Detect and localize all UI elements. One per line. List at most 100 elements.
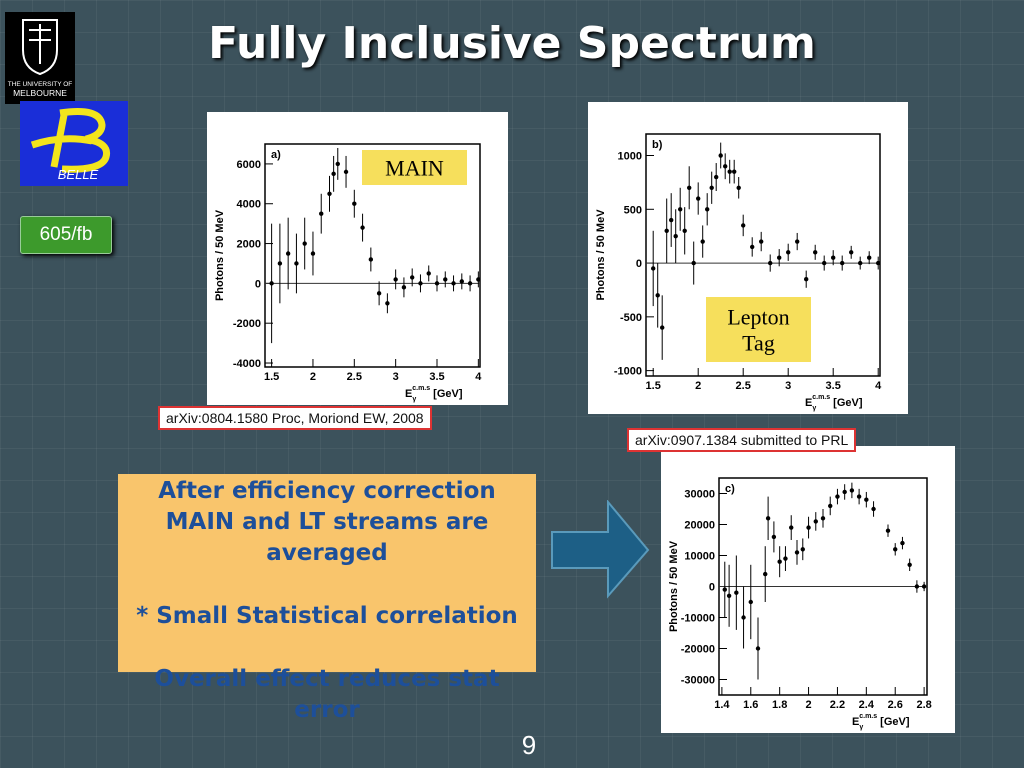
data-point xyxy=(741,223,746,228)
x-tick-label: 2 xyxy=(805,699,811,711)
caption: arXiv:0804.1580 Proc, Moriond EW, 2008 xyxy=(158,406,432,430)
x-axis-label-part: γ xyxy=(812,405,816,412)
page-number: 9 xyxy=(521,730,537,760)
x-tick-label: 1.5 xyxy=(646,380,661,392)
note-line: After efficiency correction xyxy=(158,478,496,504)
y-axis-label: Photons / 50 MeV xyxy=(595,209,607,301)
data-point xyxy=(867,255,872,260)
y-tick-label: 0 xyxy=(255,278,261,290)
note-box: After efficiency correction MAIN and LT … xyxy=(118,474,536,723)
data-point xyxy=(822,260,827,266)
data-point xyxy=(343,169,349,175)
data-point xyxy=(467,281,473,286)
data-point xyxy=(828,503,833,509)
data-point xyxy=(294,261,299,266)
data-point xyxy=(871,506,876,512)
plot: -1000 -500 0 500 1000 1.5 2 2.5 3 3.5 4 b) Photons /… xyxy=(595,133,882,412)
data-point xyxy=(678,207,683,212)
x-axis-label-part: [GeV] xyxy=(833,397,863,409)
tag-box xyxy=(706,297,811,362)
logo-text: BELLE xyxy=(58,167,99,182)
x-tick-label: 2.6 xyxy=(888,699,903,711)
x-tick-label: 4 xyxy=(875,380,882,392)
y-tick-label: 4000 xyxy=(237,199,261,211)
slide-title: Fully Inclusive Spectrum xyxy=(208,18,816,69)
data-point xyxy=(840,260,845,266)
plot-frame xyxy=(264,143,481,368)
y-tick-label: -500 xyxy=(620,312,642,324)
data-point xyxy=(835,494,840,499)
x-tick-label: 2.5 xyxy=(736,380,751,392)
tag-label: MAIN xyxy=(385,156,444,181)
data-point xyxy=(726,593,732,598)
data-point xyxy=(476,277,481,282)
data-point xyxy=(669,217,674,223)
data-point xyxy=(786,250,791,255)
data-point xyxy=(723,164,728,169)
data-point xyxy=(806,525,811,530)
data-point xyxy=(691,260,696,266)
data-point xyxy=(434,281,440,286)
plot-panel: -4000 -2000 0 2000 4000 6000 1.5 2 2.5 3 3.5 4 a) Pho… xyxy=(207,112,508,405)
x-tick-label: 1.5 xyxy=(264,371,279,383)
note-line: Overall effect reduces stat error xyxy=(154,666,500,723)
plot-frame xyxy=(645,133,881,377)
x-tick-label: 3 xyxy=(785,380,791,392)
x-tick-label: 3 xyxy=(393,371,399,383)
x-tick-label: 1.8 xyxy=(772,699,787,711)
x-axis-label: Eγ c.m.s [GeV] xyxy=(852,713,910,731)
data-point xyxy=(705,207,710,212)
data-point xyxy=(376,291,382,296)
x-axis-label-part: c.m.s xyxy=(412,385,430,392)
data-point xyxy=(269,281,274,286)
data-point xyxy=(310,251,316,256)
y-tick-label: 1000 xyxy=(618,151,642,163)
belle-logo: BELLE xyxy=(20,101,128,186)
x-tick-label: 3.5 xyxy=(429,371,444,383)
data-point xyxy=(696,196,701,201)
luminosity-badge: 605/fb xyxy=(20,216,112,254)
data-point xyxy=(783,556,788,561)
data-point xyxy=(789,525,794,530)
y-tick-label: 20000 xyxy=(684,520,715,532)
melbourne-logo: THE UNIVERSITY OF MELBOURNE xyxy=(5,12,75,104)
logo-text: THE UNIVERSITY OF xyxy=(8,81,73,88)
data-point xyxy=(885,528,891,533)
data-point xyxy=(302,241,307,246)
x-tick-label: 2.8 xyxy=(916,699,931,711)
data-point xyxy=(750,244,755,250)
data-point xyxy=(727,169,732,174)
y-axis-label: Photons / 50 MeV xyxy=(214,209,226,301)
y-tick-label: 0 xyxy=(709,582,715,594)
note-line: * Small Statistical correlation xyxy=(136,603,518,629)
x-tick-label: 3.5 xyxy=(826,380,841,392)
arrow xyxy=(551,500,650,599)
data-point xyxy=(660,325,665,330)
data-point xyxy=(820,516,826,521)
data-point xyxy=(327,191,332,196)
y-tick-label: 0 xyxy=(636,258,642,270)
data-point xyxy=(664,228,669,233)
x-tick-label: 2 xyxy=(310,371,316,383)
y-tick-label: 500 xyxy=(624,204,642,216)
x-axis-label: Eγ c.m.s [GeV] xyxy=(405,385,463,403)
note-line: MAIN and LT streams are averaged xyxy=(165,509,489,566)
data-point xyxy=(813,250,818,255)
y-axis-label: Photons / 50 MeV xyxy=(668,540,680,632)
data-point xyxy=(759,239,764,244)
data-point xyxy=(914,584,920,589)
data-point xyxy=(831,255,836,260)
data-point xyxy=(409,275,415,280)
x-tick-label: 2.2 xyxy=(830,699,845,711)
plot-panel: -1000 -500 0 500 1000 1.5 2 2.5 3 3.5 4 b) Photons /… xyxy=(588,102,908,414)
data-point xyxy=(876,260,881,266)
data-point xyxy=(285,251,291,256)
data-point xyxy=(393,277,398,282)
x-tick-label: 1.4 xyxy=(714,699,730,711)
data-point xyxy=(907,562,912,567)
data-point xyxy=(714,174,719,180)
data-point xyxy=(418,281,423,286)
data-point xyxy=(804,277,809,282)
x-axis-label: Eγ c.m.s [GeV] xyxy=(805,394,863,412)
x-axis-label-part: γ xyxy=(859,724,863,731)
